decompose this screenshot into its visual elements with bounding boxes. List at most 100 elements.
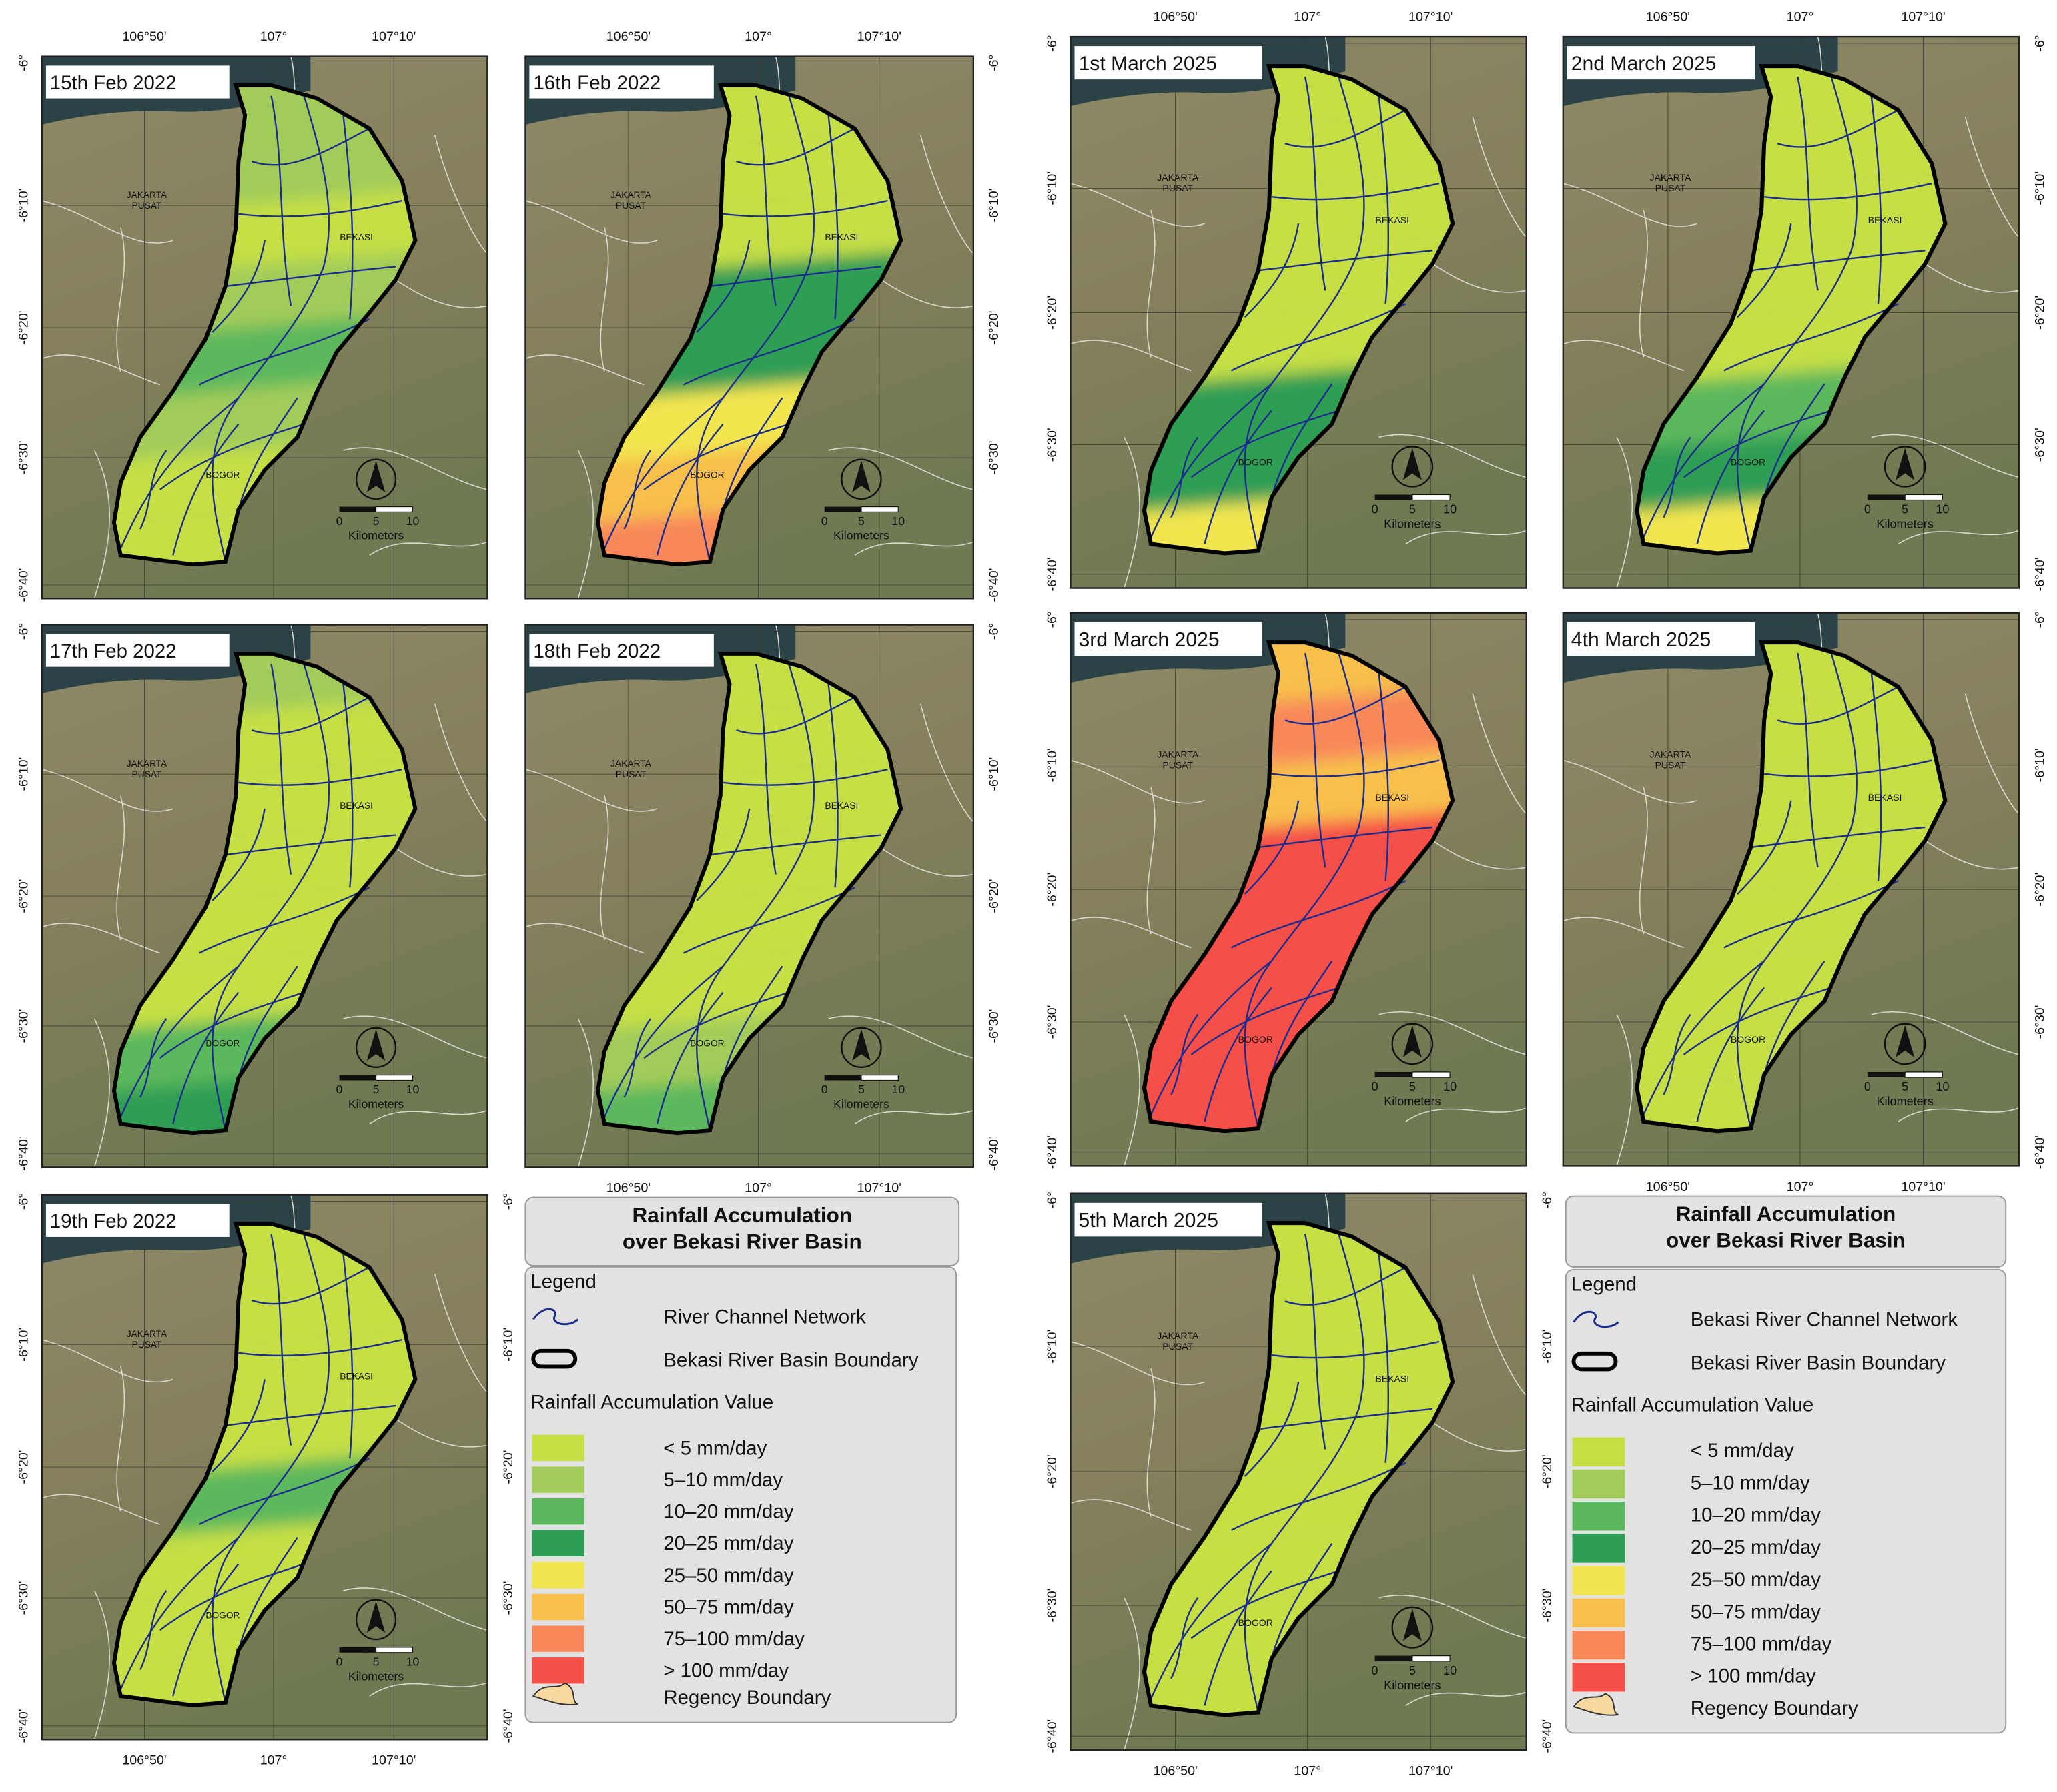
lat-tick-label: -6°10'	[501, 1328, 516, 1362]
scale-tick-label: 0	[821, 514, 828, 528]
place-label: JAKARTA	[127, 190, 167, 200]
lat-tick-label: -6°20'	[2032, 296, 2047, 330]
lon-tick-label: 107°10'	[1901, 9, 1945, 24]
lat-tick-label: -6°10'	[1045, 748, 1060, 782]
legend-class-label: > 100 mm/day	[663, 1660, 789, 1682]
scale-tick-label: 5	[373, 514, 380, 528]
lon-tick-label: 107°10'	[1408, 1763, 1453, 1778]
scale-tick-label: 5	[858, 1083, 865, 1096]
scale-bar	[1904, 494, 1943, 501]
legend-swatch	[1572, 1534, 1625, 1563]
scale-tick-label: 10	[891, 1083, 905, 1096]
lat-tick-label: -6°20'	[1045, 296, 1060, 330]
lon-tick-label: 107°	[1787, 9, 1814, 24]
legend-class-label: 20–25 mm/day	[1691, 1536, 1821, 1558]
north-arrow	[1402, 1025, 1422, 1057]
legend-item: Bekasi River Basin Boundary	[1691, 1352, 1946, 1374]
scale-tick-label: 5	[1902, 1080, 1908, 1093]
place-label: BOGOR	[1238, 456, 1273, 467]
north-arrow	[366, 460, 386, 492]
scale-bar	[375, 506, 414, 513]
scale-bar	[1904, 1071, 1943, 1078]
scale-tick-label: 10	[1443, 1080, 1457, 1093]
legend-swatch	[1572, 1566, 1625, 1595]
lat-tick-label: -6°10'	[1540, 1330, 1555, 1364]
panel-frame	[41, 1194, 488, 1741]
north-arrow-ring	[1391, 1606, 1434, 1649]
lon-tick-label: 107°10'	[372, 1753, 416, 1768]
legend-swatch	[1572, 1663, 1625, 1692]
scale-tick-label: 0	[336, 1655, 343, 1669]
panel-title-box	[1074, 622, 1262, 656]
lat-tick-label: -6°20'	[2032, 873, 2047, 907]
lat-tick-label: -6°20'	[1045, 873, 1060, 907]
scale-bar	[861, 1075, 899, 1081]
lat-tick-label: -6°	[1045, 1192, 1060, 1208]
legend-swatch	[532, 1657, 585, 1684]
scale-tick-label: 5	[858, 514, 865, 528]
scale-tick-label: 5	[373, 1083, 380, 1096]
lon-tick-label: 106°50'	[1646, 1180, 1690, 1194]
scale-bar	[1867, 494, 1906, 500]
legend-title: over Bekasi River Basin	[1666, 1228, 1906, 1252]
place-label: PUSAT	[616, 769, 647, 779]
lat-tick-label: -6°30'	[1045, 1589, 1060, 1623]
lat-tick-label: -6°40'	[1045, 557, 1060, 591]
place-label: JAKARTA	[1650, 749, 1692, 760]
scale-tick-label: 5	[373, 1655, 380, 1669]
panel-title-box	[529, 634, 714, 667]
lat-tick-label: -6°30'	[2032, 1005, 2047, 1039]
place-label: BOGOR	[205, 470, 240, 480]
lat-tick-label: -6°10'	[16, 1328, 31, 1362]
lat-tick-label: -6°40'	[2032, 557, 2047, 591]
scale-unit: Kilometers	[348, 529, 404, 542]
north-arrow	[366, 1601, 386, 1633]
scale-bar	[1412, 1655, 1451, 1662]
lat-tick-label: -6°	[1045, 611, 1060, 628]
place-label: PUSAT	[1162, 760, 1193, 771]
legend-swatch	[1572, 1437, 1625, 1466]
boundary-icon	[531, 1348, 578, 1369]
lat-tick-label: -6°40'	[1045, 1719, 1060, 1753]
legend-swatch	[1572, 1469, 1625, 1499]
lat-tick-label: -6°20'	[987, 310, 1001, 344]
north-arrow-ring	[1884, 1023, 1926, 1065]
lat-tick-label: -6°10'	[2032, 171, 2047, 205]
legend-class-label: < 5 mm/day	[1691, 1440, 1794, 1462]
north-arrow	[852, 460, 871, 492]
panel-title: 1st March 2025	[1079, 53, 1218, 75]
scale-bar	[339, 1647, 376, 1653]
scale-tick-label: 0	[336, 514, 343, 528]
panel-frame	[524, 55, 974, 600]
scale-bar	[1412, 494, 1451, 501]
lon-tick-label: 107°	[1294, 1763, 1321, 1778]
lon-tick-label: 107°10'	[1901, 1180, 1945, 1194]
legend-swatch	[532, 1593, 585, 1621]
lat-tick-label: -6°20'	[16, 1450, 31, 1484]
panel-title: 15th Feb 2022	[50, 72, 177, 94]
scale-bar	[824, 1075, 861, 1081]
scale-tick-label: 0	[1372, 1080, 1378, 1093]
place-label: PUSAT	[616, 201, 647, 211]
river-icon	[532, 1308, 579, 1326]
north-arrow-ring	[355, 458, 397, 500]
scale-tick-label: 10	[1443, 1664, 1457, 1677]
place-label: BEKASI	[1375, 1373, 1409, 1384]
lat-tick-label: -6°	[1540, 1192, 1555, 1208]
place-label: BEKASI	[825, 801, 858, 811]
regency-icon	[532, 1682, 578, 1705]
lat-tick-label: -6°30'	[987, 1009, 1001, 1043]
lat-tick-label: -6°30'	[987, 441, 1001, 475]
scale-tick-label: 10	[891, 514, 905, 528]
lon-tick-label: 107°10'	[857, 1181, 901, 1196]
legend-class-label: 5–10 mm/day	[1691, 1472, 1810, 1494]
lat-tick-label: -6°30'	[1045, 428, 1060, 462]
place-label: PUSAT	[132, 201, 162, 211]
lat-tick-label: -6°30'	[1540, 1589, 1555, 1623]
lon-tick-label: 107°	[260, 29, 288, 44]
lat-tick-label: -6°40'	[16, 1709, 31, 1743]
